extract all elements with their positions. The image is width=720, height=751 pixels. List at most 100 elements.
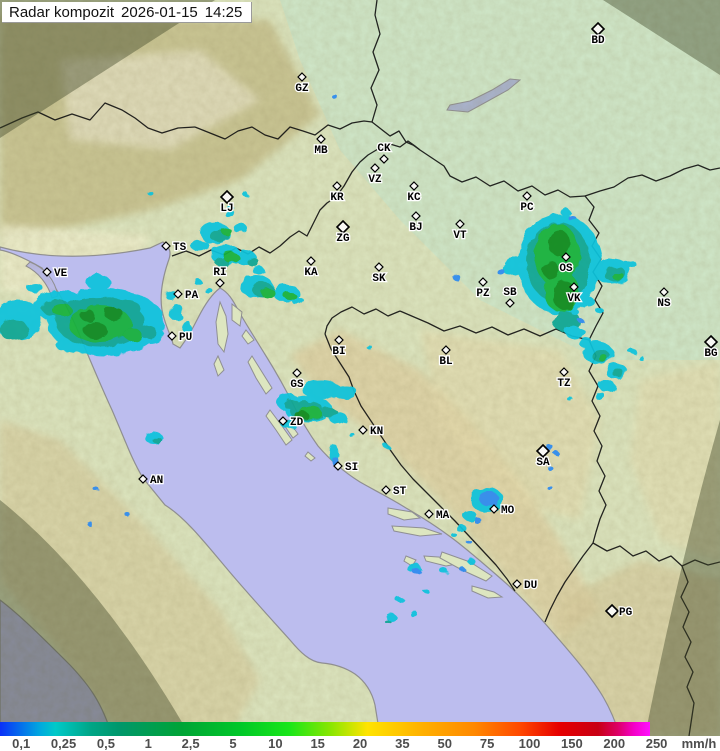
city-label-PA: PA	[185, 290, 199, 302]
echo-cell	[191, 240, 209, 252]
echo-cell	[465, 539, 471, 543]
echo-cell	[638, 356, 644, 360]
city-label-PU: PU	[179, 332, 192, 344]
echo-cell	[165, 290, 177, 300]
city-label-VE: VE	[54, 268, 68, 280]
echo-cell	[124, 512, 130, 516]
city-label-OS: OS	[559, 263, 573, 275]
echo-cell	[261, 288, 275, 298]
map-date: 2026-01-15	[121, 3, 198, 21]
map-time: 14:25	[204, 3, 243, 21]
echo-cell	[599, 380, 615, 392]
scale-label: 75	[479, 736, 495, 751]
city-label-PG: PG	[619, 607, 633, 619]
city-marker-LJ	[219, 189, 235, 205]
city-label-KN: KN	[370, 426, 383, 438]
city-label-BI: BI	[332, 346, 345, 358]
city-label-LJ: LJ	[220, 203, 233, 215]
scale-label: 5	[229, 736, 237, 751]
echo-cell	[567, 397, 573, 401]
echo-cell	[496, 268, 504, 274]
city-label-BG: BG	[704, 348, 718, 360]
city-label-BJ: BJ	[409, 222, 422, 234]
city-label-CK: CK	[377, 143, 391, 155]
echo-cell	[0, 319, 28, 341]
echo-cell	[612, 272, 624, 280]
city-marker-BL	[441, 345, 451, 355]
echo-cell	[81, 310, 95, 322]
city-marker-PA	[173, 289, 183, 299]
city-label-KC: KC	[407, 192, 421, 204]
city-marker-GZ	[297, 72, 307, 82]
city-label-NS: NS	[657, 298, 671, 310]
scale-label: 35	[395, 736, 410, 751]
city-marker-ZG	[335, 219, 351, 235]
city-marker-VT	[455, 219, 465, 229]
title-bar: Radar kompozit 2026-01-15 14:25	[2, 2, 253, 23]
echo-cell	[548, 230, 570, 256]
echo-cell	[474, 518, 482, 524]
echo-cell	[596, 308, 604, 314]
echo-cell	[410, 611, 418, 617]
echo-cell	[396, 597, 404, 603]
city-marker-MA	[424, 509, 434, 519]
echo-cell	[87, 522, 93, 526]
city-marker-BI	[334, 335, 344, 345]
intensity-scale-labels: 0,1 0,25 0,5 1 2,5 5 10 15 20 35 50 75 100 150 200 250 m…	[0, 736, 720, 751]
city-label-DU: DU	[524, 580, 537, 592]
echo-cell	[454, 274, 460, 282]
echo-cell	[292, 297, 304, 305]
scale-unit: mm/h	[681, 736, 717, 751]
echo-cell	[579, 338, 593, 348]
city-label-MB: MB	[314, 145, 328, 157]
scale-label: 50	[437, 736, 452, 751]
echo-cell	[221, 227, 231, 235]
echo-cell	[333, 385, 357, 399]
echo-cell	[553, 280, 575, 310]
echo-cell	[440, 568, 448, 574]
echo-cell	[139, 326, 157, 338]
city-label-AN: AN	[150, 475, 163, 487]
echo-cell	[576, 329, 586, 337]
echo-cell	[463, 511, 477, 521]
echo-cell	[568, 215, 576, 221]
city-marker-DU	[512, 579, 522, 589]
echo-cell	[105, 307, 123, 321]
city-marker-GS	[292, 368, 302, 378]
city-marker-VK	[569, 282, 579, 292]
echo-cell	[93, 487, 99, 491]
city-marker-VZ	[370, 163, 380, 173]
map-title: Radar kompozit	[9, 3, 115, 21]
scale-label: 100	[518, 736, 541, 751]
echo-cell	[247, 258, 259, 266]
echo-cell	[423, 589, 429, 593]
echo-cell	[283, 399, 299, 409]
echo-cell	[83, 322, 107, 338]
echo-cell	[624, 260, 636, 268]
echo-cell	[546, 485, 552, 489]
echo-cell	[460, 568, 466, 572]
city-marker-KN	[358, 425, 368, 435]
echo-cell	[284, 292, 296, 300]
city-label-RI: RI	[213, 267, 226, 279]
intensity-scale: 0,1 0,25 0,5 1 2,5 5 10 15 20 35 50 75 100 150 200 250 m…	[0, 722, 720, 751]
echo-cell	[252, 266, 264, 274]
city-marker-SA	[535, 443, 551, 459]
city-label-VT: VT	[453, 230, 467, 242]
scale-label: 15	[310, 736, 325, 751]
city-label-KR: KR	[330, 192, 344, 204]
scale-label: 2,5	[181, 736, 200, 751]
city-label-SK: SK	[372, 273, 386, 285]
echo-cell	[385, 620, 391, 624]
scale-label: 0,1	[12, 736, 31, 751]
echo-cell	[383, 444, 389, 448]
city-label-MO: MO	[501, 505, 515, 517]
city-marker-KR	[332, 181, 342, 191]
echo-cell	[502, 264, 516, 274]
echo-cell	[302, 381, 342, 399]
city-marker-CK	[379, 154, 389, 164]
echo-cell	[181, 320, 191, 332]
echo-cell	[457, 525, 467, 533]
city-marker-KC	[409, 181, 419, 191]
